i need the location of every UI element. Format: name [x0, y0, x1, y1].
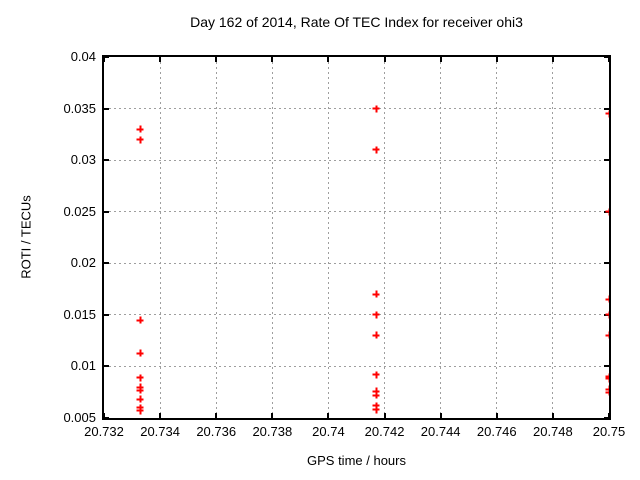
x-tick-mark	[271, 413, 274, 418]
y-tick-label: 0.015	[63, 306, 96, 322]
data-point	[372, 387, 380, 395]
x-tick-label: 20.736	[196, 424, 237, 439]
data-point	[605, 375, 609, 383]
x-tick-mark	[608, 57, 609, 62]
y-tick-label: 0.035	[63, 100, 96, 116]
x-tick-mark	[551, 413, 554, 418]
data-point	[372, 290, 380, 298]
x-tick-mark	[327, 413, 330, 418]
x-tick-mark	[551, 57, 554, 62]
data-point	[136, 386, 144, 394]
data-point	[136, 136, 144, 143]
plot-area	[102, 55, 611, 420]
x-tick-mark	[215, 57, 218, 62]
x-tick-label: 20.734	[140, 424, 180, 439]
h-gridline	[104, 108, 609, 110]
data-point	[136, 349, 144, 357]
x-tick-label: 20.74	[312, 424, 345, 439]
data-point	[605, 388, 609, 396]
y-tick-mark	[104, 262, 109, 265]
y-tick-mark	[604, 365, 609, 368]
y-tick-mark	[104, 313, 109, 316]
x-axis-label: GPS time / hours	[307, 453, 406, 468]
data-point	[372, 105, 380, 113]
x-tick-mark	[608, 413, 609, 418]
x-tick-mark	[104, 413, 105, 418]
y-tick-label: 0.02	[70, 255, 96, 271]
h-gridline	[104, 211, 609, 213]
x-tick-label: 20.748	[532, 424, 573, 439]
y-tick-mark	[604, 417, 609, 418]
y-tick-label: 0.005	[63, 410, 96, 425]
x-tick-mark	[495, 413, 498, 418]
x-tick-label: 20.732	[84, 424, 124, 439]
h-gridline	[104, 365, 609, 367]
x-tick-mark	[159, 57, 162, 62]
x-tick-mark	[383, 413, 386, 418]
x-tick-label: 20.742	[364, 424, 405, 439]
y-tick-label: 0.025	[63, 203, 96, 219]
data-point	[372, 391, 380, 399]
data-point	[605, 311, 609, 319]
y-tick-mark	[104, 159, 109, 162]
v-gridline	[327, 57, 329, 418]
data-point	[372, 331, 380, 339]
x-tick-mark	[104, 57, 105, 62]
y-tick-label: 0.04	[70, 49, 96, 64]
y-tick-mark	[104, 365, 109, 368]
x-tick-label: 20.738	[252, 424, 293, 439]
data-point	[136, 407, 144, 415]
v-gridline	[271, 57, 273, 418]
y-tick-label: 0.03	[70, 152, 96, 168]
y-tick-mark	[104, 417, 109, 418]
h-gridline	[104, 159, 609, 161]
x-tick-label: 20.75	[592, 424, 626, 439]
y-tick-mark	[604, 262, 609, 265]
data-point	[372, 371, 380, 379]
data-point	[136, 316, 144, 324]
data-point	[372, 146, 380, 154]
y-tick-mark	[104, 107, 109, 110]
x-tick-mark	[159, 413, 162, 418]
x-tick-mark	[439, 413, 442, 418]
x-tick-mark	[215, 413, 218, 418]
data-point	[605, 208, 609, 216]
data-point	[136, 395, 144, 403]
v-gridline	[384, 57, 386, 418]
v-gridline	[215, 57, 217, 418]
x-tick-mark	[495, 57, 498, 62]
y-tick-mark	[604, 159, 609, 162]
y-tick-label: 0.01	[70, 358, 96, 374]
x-tick-mark	[439, 57, 442, 62]
data-point	[372, 402, 380, 410]
data-point	[136, 374, 144, 382]
v-gridline	[159, 57, 161, 418]
v-gridline	[552, 57, 554, 418]
y-tick-mark	[104, 210, 109, 213]
h-gridline	[104, 314, 609, 316]
v-gridline	[440, 57, 442, 418]
data-point	[605, 110, 609, 118]
y-tick-mark	[604, 57, 609, 58]
data-point	[136, 125, 144, 133]
x-tick-mark	[383, 57, 386, 62]
data-point	[372, 311, 380, 319]
data-point	[372, 406, 380, 414]
data-point	[605, 331, 609, 339]
data-point	[605, 295, 609, 303]
x-tick-mark	[271, 57, 274, 62]
chart-title: Day 162 of 2014, Rate Of TEC Index for r…	[190, 14, 523, 30]
x-tick-mark	[327, 57, 330, 62]
v-gridline	[496, 57, 498, 418]
y-tick-mark	[604, 107, 609, 110]
x-tick-label: 20.744	[420, 424, 461, 439]
y-tick-mark	[104, 57, 109, 58]
x-tick-label: 20.746	[476, 424, 517, 439]
h-gridline	[104, 262, 609, 264]
